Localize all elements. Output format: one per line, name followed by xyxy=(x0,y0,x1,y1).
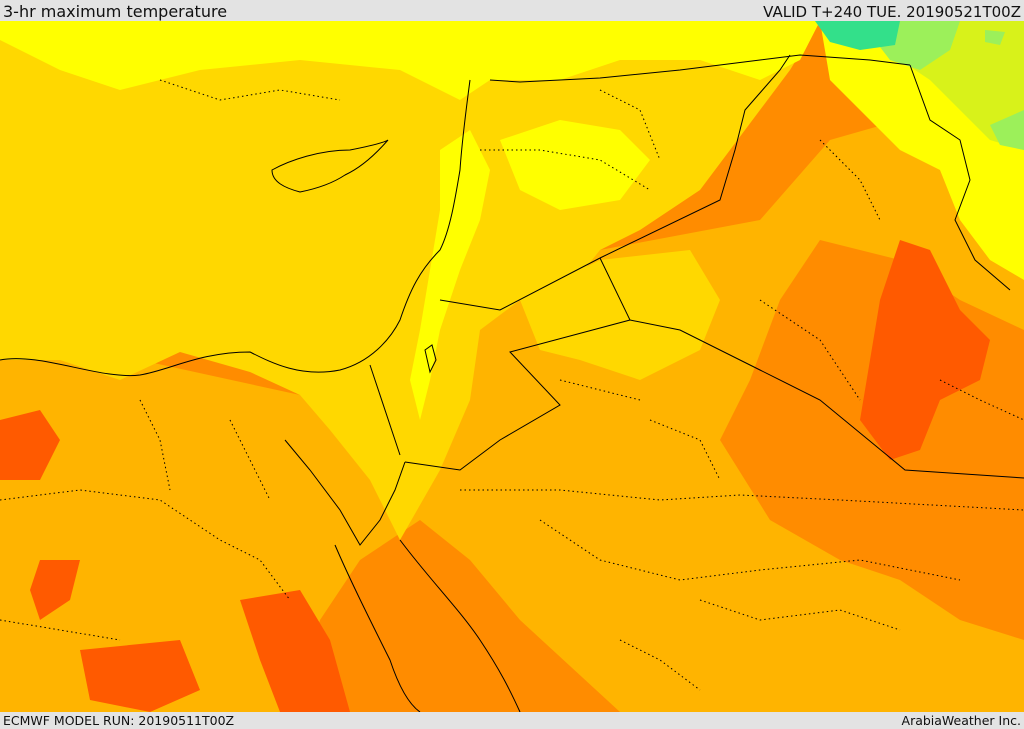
temp-zone-green xyxy=(815,21,900,50)
model-run-label: ECMWF MODEL RUN: 20190511T00Z xyxy=(3,713,235,728)
credit-label: ArabiaWeather Inc. xyxy=(901,713,1021,728)
temp-zone-hot-southwest xyxy=(80,640,200,712)
temp-zone-yellow-north xyxy=(0,21,820,100)
temp-zone-yellow-levant xyxy=(410,130,490,420)
temp-zone-light-green-2 xyxy=(985,30,1005,45)
temp-zone-amber xyxy=(0,120,1024,712)
valid-time: VALID T+240 TUE. 20190521T00Z xyxy=(763,3,1021,21)
map-title: 3-hr maximum temperature xyxy=(3,2,228,21)
temp-zone-hot-iraq xyxy=(860,240,990,460)
map-canvas xyxy=(0,21,1024,712)
header-bar: 3-hr maximum temperature VALID T+240 TUE… xyxy=(0,0,1024,21)
province-borders xyxy=(0,79,1024,691)
forecast-map[interactable] xyxy=(0,21,1024,712)
temp-zone-yellow-syria xyxy=(500,120,650,210)
temp-zone-hot-egypt-south xyxy=(30,560,80,620)
footer-bar: ECMWF MODEL RUN: 20190511T00Z ArabiaWeat… xyxy=(0,712,1024,729)
temp-zone-hot-nile xyxy=(240,590,350,712)
country-borders xyxy=(0,54,1024,712)
temp-zone-light-green-3 xyxy=(990,110,1024,150)
temp-zone-gold-east xyxy=(520,250,720,380)
temp-zone-hot-egypt-west xyxy=(0,410,60,480)
